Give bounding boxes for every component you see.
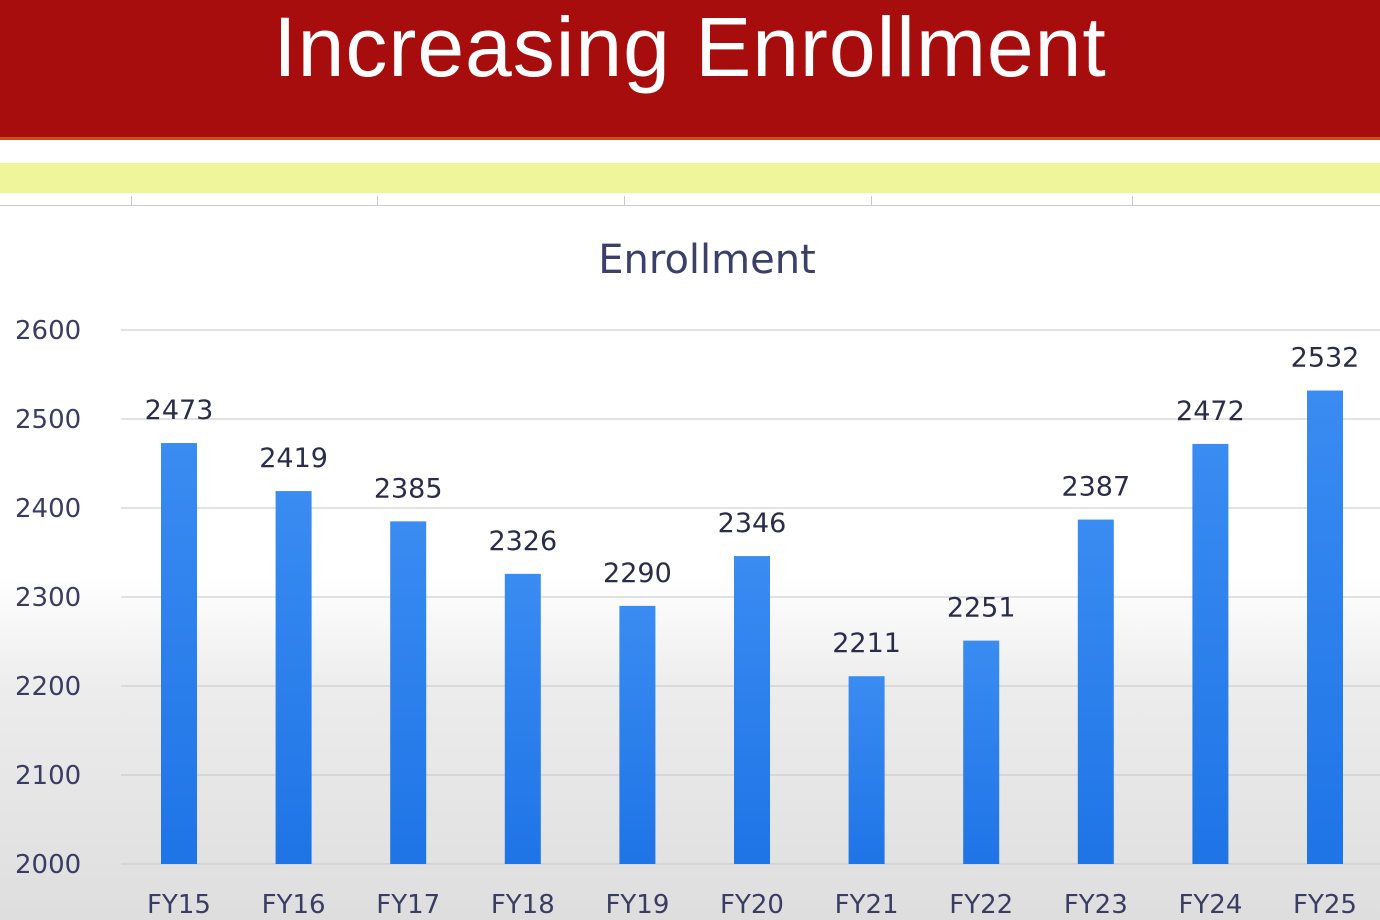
highlight-strip <box>0 163 1380 193</box>
bar <box>1077 519 1114 864</box>
x-tick-label: FY22 <box>949 890 1013 920</box>
x-tick-label: FY18 <box>491 890 555 920</box>
chart-title: Enrollment <box>598 237 816 283</box>
data-label: 2473 <box>145 395 214 426</box>
data-label: 2346 <box>718 508 787 539</box>
sheet-column-tick <box>131 196 132 206</box>
x-tick-label: FY15 <box>147 890 211 920</box>
bars <box>161 390 1343 864</box>
sheet-column-tick <box>871 196 872 206</box>
bar <box>619 605 656 864</box>
x-tick-label: FY23 <box>1064 890 1128 920</box>
bar <box>1307 390 1343 864</box>
data-label: 2419 <box>259 443 328 474</box>
y-tick-label: 2000 <box>15 850 81 880</box>
enrollment-chart: Enrollment 2000210022002300240025002600 … <box>15 237 1380 920</box>
data-label: 2211 <box>832 628 901 659</box>
sheet-column-tick <box>377 196 378 206</box>
chart-area: Enrollment 2000 2100 2200 2300 2400 2500 2600 … <box>0 206 1380 920</box>
sheet-column-tick <box>624 196 625 206</box>
x-axis: FY15 FY16 FY17 FY18 FY19 FY20 FY21 FY22 FY23 FY24… <box>147 890 1357 920</box>
data-label: 2472 <box>1176 396 1245 427</box>
bar <box>848 676 885 864</box>
x-tick-label: FY17 <box>376 890 440 920</box>
bar <box>734 556 770 864</box>
data-labels: 2473 2419 2385 2326 2290 2346 2211 2251 2387 2472… <box>145 343 1360 660</box>
slide-title: Increasing Enrollment <box>273 0 1107 94</box>
bar <box>963 640 1000 864</box>
data-label: 2385 <box>374 473 443 504</box>
data-label: 2290 <box>603 558 672 589</box>
x-tick-label: FY19 <box>605 890 669 920</box>
bar <box>161 443 197 864</box>
x-tick-label: FY21 <box>835 890 899 920</box>
bar <box>390 521 427 864</box>
x-tick-label: FY25 <box>1293 890 1357 920</box>
sheet-divider <box>0 205 1380 206</box>
gridlines <box>121 329 1380 865</box>
data-label: 2251 <box>947 593 1016 624</box>
y-axis: 2000 2100 2200 2300 2400 2500 2600 <box>15 316 81 880</box>
x-tick-label: FY24 <box>1178 890 1242 920</box>
bar <box>275 491 312 864</box>
x-tick-label: FY20 <box>720 890 784 920</box>
title-banner: Increasing Enrollment <box>0 0 1380 140</box>
y-tick-label: 2300 <box>15 583 81 613</box>
y-tick-label: 2500 <box>15 405 81 435</box>
x-tick-label: FY16 <box>262 890 326 920</box>
data-label: 2326 <box>488 526 557 557</box>
data-label: 2532 <box>1291 343 1360 374</box>
data-label: 2387 <box>1061 472 1130 503</box>
y-tick-label: 2200 <box>15 672 81 702</box>
y-tick-label: 2600 <box>15 316 81 346</box>
y-tick-label: 2400 <box>15 494 81 524</box>
bar <box>1192 443 1229 864</box>
sheet-column-tick <box>1132 196 1133 206</box>
bar <box>504 573 541 864</box>
y-tick-label: 2100 <box>15 761 81 791</box>
